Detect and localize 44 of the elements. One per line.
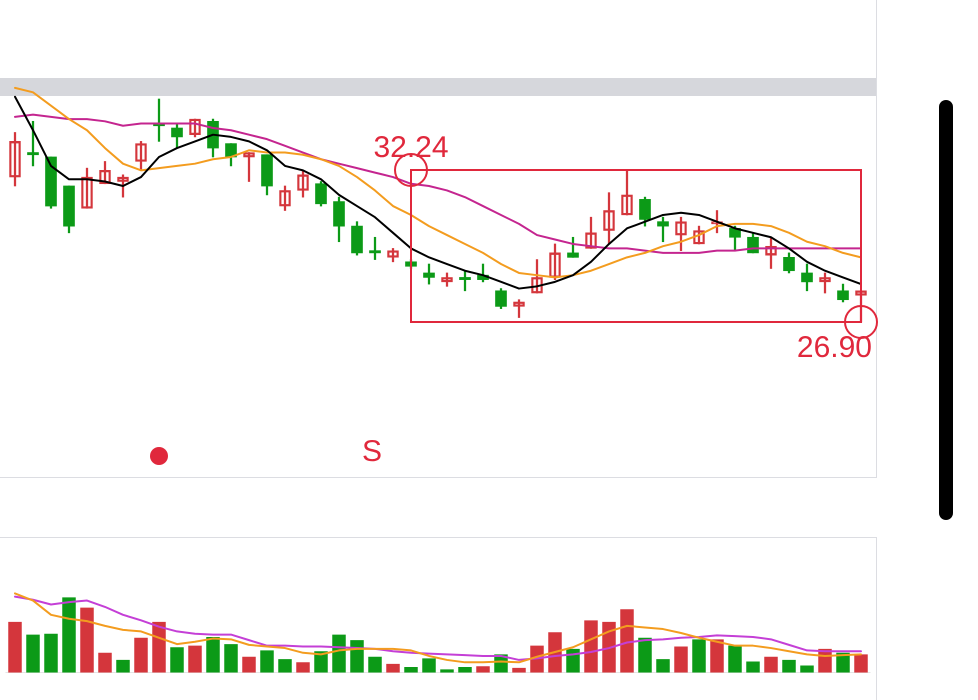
bar (692, 639, 706, 673)
bar (404, 667, 418, 673)
bar (368, 656, 382, 673)
bar (638, 638, 652, 673)
bar (8, 622, 22, 673)
bar (152, 622, 166, 673)
annotation: 32.24 (373, 131, 449, 164)
bar (512, 668, 526, 673)
bar (746, 662, 760, 673)
bar (800, 665, 814, 673)
bar (44, 634, 58, 673)
bar (764, 656, 778, 673)
bar (80, 608, 94, 673)
bar (224, 644, 238, 673)
bar (188, 646, 202, 673)
bar (26, 634, 40, 673)
text: S (362, 435, 382, 468)
bar (260, 650, 274, 673)
bar (206, 636, 220, 673)
bar (386, 664, 400, 673)
bar (440, 669, 454, 673)
bar (602, 622, 616, 673)
bar (476, 666, 490, 673)
bar (116, 660, 130, 673)
bar (350, 640, 364, 673)
bar (422, 658, 436, 673)
bar (566, 648, 580, 673)
bar (710, 639, 724, 673)
bar (674, 646, 688, 673)
bar (782, 660, 796, 673)
bar (656, 659, 670, 673)
bar (584, 620, 598, 673)
bar (728, 646, 742, 673)
bar (98, 652, 112, 673)
bar (620, 609, 634, 673)
bar (170, 647, 184, 673)
bar (62, 597, 76, 673)
bar (242, 656, 256, 673)
bar (296, 662, 310, 673)
bar (134, 638, 148, 673)
bar (278, 659, 292, 673)
bar (458, 667, 472, 673)
text: 26.90 (796, 331, 872, 364)
bar (854, 654, 868, 673)
